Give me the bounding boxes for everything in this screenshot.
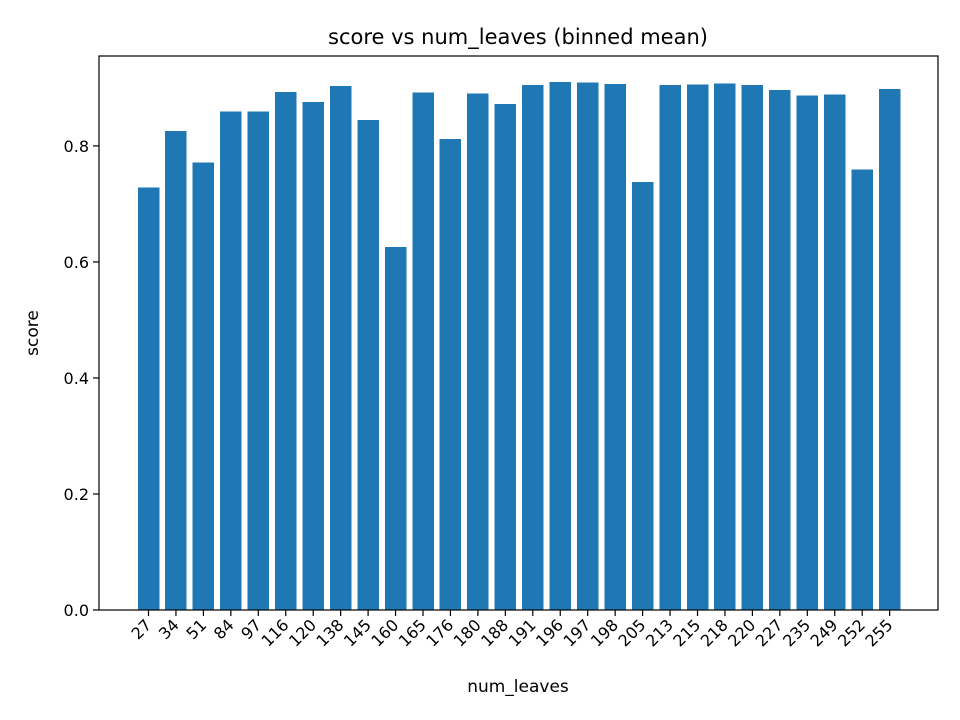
y-axis-label: score xyxy=(23,310,43,356)
x-tick-label: 205 xyxy=(614,615,649,650)
y-tick-label: 0.6 xyxy=(64,253,89,272)
x-tick-label: 191 xyxy=(505,615,540,650)
x-axis-label: num_leaves xyxy=(467,677,569,697)
bar-252 xyxy=(851,169,873,610)
bar-138 xyxy=(329,86,352,611)
x-tick-label: 218 xyxy=(697,615,732,650)
x-tick-label: 252 xyxy=(834,615,869,650)
bar-180 xyxy=(467,93,489,610)
x-tick-label: 198 xyxy=(587,615,622,650)
bar-227 xyxy=(769,90,791,611)
x-tick-label: 213 xyxy=(642,615,677,650)
bar-160 xyxy=(384,246,407,610)
bar-120 xyxy=(302,101,324,610)
x-tick-label: 145 xyxy=(340,615,375,650)
x-tick-label: 27 xyxy=(127,615,155,643)
bars-group xyxy=(137,82,901,611)
x-tick-label: 188 xyxy=(477,615,512,650)
y-axis: 0.0 0.2 0.4 0.6 0.8 xyxy=(64,137,99,620)
x-tick-label: 235 xyxy=(779,615,814,650)
y-tick-label: 0.2 xyxy=(64,485,89,504)
x-tick-label: 220 xyxy=(724,615,759,650)
bar-213 xyxy=(659,85,681,610)
bar-220 xyxy=(741,85,764,610)
bar-197 xyxy=(576,82,599,611)
x-tick-label: 180 xyxy=(450,615,485,650)
bar-176 xyxy=(439,138,462,610)
bar-205 xyxy=(631,181,654,610)
x-tick-label: 120 xyxy=(285,615,320,650)
x-tick-label: 34 xyxy=(155,615,183,643)
plot-frame xyxy=(98,55,939,611)
x-tick-label: 116 xyxy=(258,615,293,650)
x-tick-label: 176 xyxy=(422,615,457,650)
x-tick-label: 51 xyxy=(182,615,210,643)
bar-249 xyxy=(824,94,846,611)
x-tick-label: 196 xyxy=(532,615,567,650)
bar-196 xyxy=(549,82,571,611)
x-tick-label: 84 xyxy=(210,615,238,643)
bar-34 xyxy=(165,130,187,610)
x-axis: 27 34 51 84 97116120138145160165176180188191… xyxy=(127,610,896,650)
bar-27 xyxy=(137,187,160,610)
bar-145 xyxy=(357,119,379,610)
bar-116 xyxy=(275,91,297,611)
y-tick-label: 0.8 xyxy=(64,137,89,156)
bar-198 xyxy=(604,83,626,611)
x-tick-label: 227 xyxy=(752,615,787,650)
bar-215 xyxy=(686,84,709,611)
x-tick-label: 197 xyxy=(559,615,594,650)
bar-84 xyxy=(220,111,242,610)
y-tick-label: 0.0 xyxy=(64,601,89,620)
bar-235 xyxy=(796,95,819,610)
x-tick-label: 249 xyxy=(807,615,842,650)
x-tick-label: 160 xyxy=(367,615,402,650)
bar-51 xyxy=(192,162,215,611)
bar-188 xyxy=(494,104,517,611)
bar-165 xyxy=(412,92,434,611)
x-tick-label: 138 xyxy=(312,615,347,650)
x-tick-label: 215 xyxy=(669,615,704,650)
y-tick-label: 0.4 xyxy=(64,369,89,388)
bar-97 xyxy=(247,111,270,610)
bar-191 xyxy=(522,85,544,610)
bar-255 xyxy=(878,89,901,610)
bar-218 xyxy=(714,83,736,610)
x-tick-label: 165 xyxy=(395,615,430,650)
x-tick-label: 255 xyxy=(861,615,896,650)
chart-title: score vs num_leaves (binned mean) xyxy=(328,25,708,50)
